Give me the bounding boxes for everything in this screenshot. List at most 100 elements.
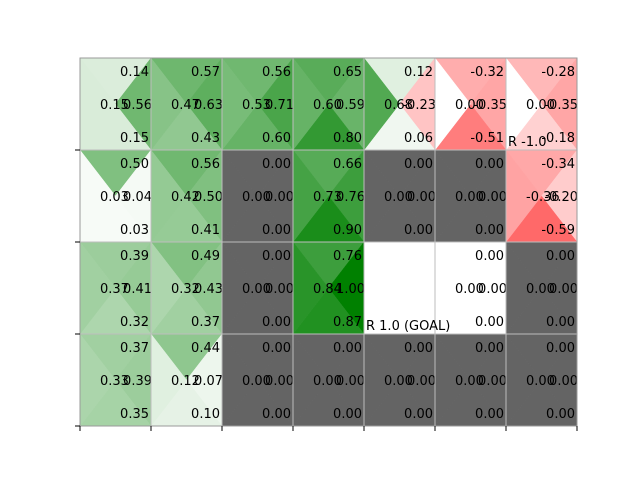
q-value-right: 0.50: [194, 190, 223, 205]
q-value-down: 0.35: [120, 407, 149, 422]
q-value-up: 0.37: [120, 341, 149, 356]
q-value-left: 0.68: [384, 98, 413, 113]
q-value-up: 0.14: [120, 65, 149, 80]
q-value-down: 0.90: [333, 223, 362, 238]
q-value-down: 0.00: [475, 223, 504, 238]
q-value-right: 0.63: [194, 98, 223, 113]
q-value-down: 0.03: [120, 223, 149, 238]
q-value-up: 0.57: [191, 65, 220, 80]
q-value-down: 0.00: [475, 315, 504, 330]
reward-label: R 1.0 (GOAL): [366, 319, 450, 334]
grid-cell: 0.000.000.000.00: [363, 333, 436, 427]
q-value-right: 0.59: [336, 98, 365, 113]
q-value-right: 0.56: [123, 98, 152, 113]
q-value-down: 0.00: [546, 315, 575, 330]
grid-cell: 0.140.560.150.15: [79, 57, 152, 151]
q-value-up: 0.66: [333, 157, 362, 172]
q-value-right: -0.20: [544, 190, 578, 205]
grid-cell: 0.000.000.000.00: [292, 333, 365, 427]
q-value-up: 0.00: [262, 157, 291, 172]
q-value-down: 0.43: [191, 131, 220, 146]
grid-cell: 0.000.000.000.00: [221, 241, 294, 335]
q-value-left: 0.00: [455, 374, 484, 389]
q-value-down: 0.00: [404, 223, 433, 238]
q-value-down: 0.60: [262, 131, 291, 146]
grid-cell: 0.76 1.00 0.87 0.84: [292, 241, 365, 335]
q-value-up: -0.34: [541, 157, 575, 172]
q-value-up: -0.32: [470, 65, 504, 80]
grid-cell: 0.37 0.39 0.35 0.33: [79, 333, 152, 427]
q-value-up: 0.00: [262, 341, 291, 356]
q-value-up: 0.00: [404, 157, 433, 172]
grid-cell: [363, 241, 436, 335]
grid-cell: 0.12 -0.23 0.06 0.68: [363, 57, 436, 151]
q-value-up: 0.50: [120, 157, 149, 172]
q-value-down: -0.51: [470, 131, 504, 146]
q-value-right: 0.00: [407, 190, 436, 205]
q-value-left: 0.84: [313, 282, 342, 297]
q-value-up: 0.00: [404, 341, 433, 356]
q-value-down: 0.00: [404, 407, 433, 422]
q-value-right: -0.35: [544, 98, 578, 113]
q-value-right: 0.00: [549, 282, 578, 297]
q-value-right: 0.39: [123, 374, 152, 389]
grid-cell: 0.000.000.000.00: [221, 333, 294, 427]
q-value-down: 0.87: [333, 315, 362, 330]
q-value-right: 0.43: [194, 282, 223, 297]
q-value-left: 0.37: [100, 282, 129, 297]
q-value-left: 0.00: [526, 374, 555, 389]
q-value-left: 0.42: [171, 190, 200, 205]
grid-cell: 0.56 0.50 0.41 0.42: [150, 149, 223, 243]
q-value-up: 0.56: [191, 157, 220, 172]
grid-cell: 0.56 0.71 0.60 0.53: [221, 57, 294, 151]
q-value-right: 0.00: [407, 374, 436, 389]
grid-cell: -0.32 -0.35 -0.51 0.00: [434, 57, 507, 151]
grid-cell: -0.28 -0.35 -0.18 0.00: [505, 57, 578, 151]
q-value-down: 0.41: [191, 223, 220, 238]
q-value-left: 0.73: [313, 190, 342, 205]
q-value-right: 0.76: [336, 190, 365, 205]
q-value-left: 0.00: [242, 282, 271, 297]
q-value-down: 0.00: [262, 223, 291, 238]
q-value-left: -0.36: [526, 190, 560, 205]
q-value-right: 0.41: [123, 282, 152, 297]
q-value-down: 0.00: [333, 407, 362, 422]
grid-cell: 0.000.000.000.00: [363, 149, 436, 243]
grid-cell: 0.000.000.000.00: [221, 149, 294, 243]
q-value-right: 0.00: [336, 374, 365, 389]
q-value-left: 0.00: [526, 282, 555, 297]
q-value-down: 0.00: [262, 315, 291, 330]
q-value-left: 0.00: [242, 190, 271, 205]
q-value-down: 0.00: [475, 407, 504, 422]
grid-cell: 0.65 0.59 0.80 0.60: [292, 57, 365, 151]
q-value-up: -0.28: [541, 65, 575, 80]
q-value-down: 0.15: [120, 131, 149, 146]
q-value-right: 1.00: [336, 282, 365, 297]
q-value-left: 0.33: [100, 374, 129, 389]
q-value-left: 0.32: [171, 282, 200, 297]
q-value-right: 0.00: [265, 190, 294, 205]
q-value-up: 0.76: [333, 249, 362, 264]
grid-cell: -0.34 -0.20 -0.59 -0.36: [505, 149, 578, 243]
q-value-right: 0.00: [265, 282, 294, 297]
q-value-right: -0.23: [402, 98, 436, 113]
cell-background: [364, 242, 435, 334]
q-value-down: 0.06: [404, 131, 433, 146]
q-value-down: 0.10: [191, 407, 220, 422]
q-value-right: 0.00: [478, 282, 507, 297]
q-value-left: 0.00: [526, 98, 555, 113]
grid-cell: 0.39 0.41 0.32 0.37: [79, 241, 152, 335]
q-value-down: 0.80: [333, 131, 362, 146]
grid-cell: 0.000.000.000.00: [505, 241, 578, 335]
q-value-up: 0.00: [546, 341, 575, 356]
grid-cell: 0.000.000.000.00: [434, 333, 507, 427]
reward-label: R -1.0: [508, 135, 547, 150]
q-value-down: -0.18: [541, 131, 575, 146]
q-value-up: 0.39: [120, 249, 149, 264]
q-value-right: -0.35: [473, 98, 507, 113]
grid-cell: 0.66 0.76 0.90 0.73: [292, 149, 365, 243]
q-value-right: 0.00: [265, 374, 294, 389]
q-value-left: 0.00: [313, 374, 342, 389]
q-value-left: 0.00: [384, 190, 413, 205]
